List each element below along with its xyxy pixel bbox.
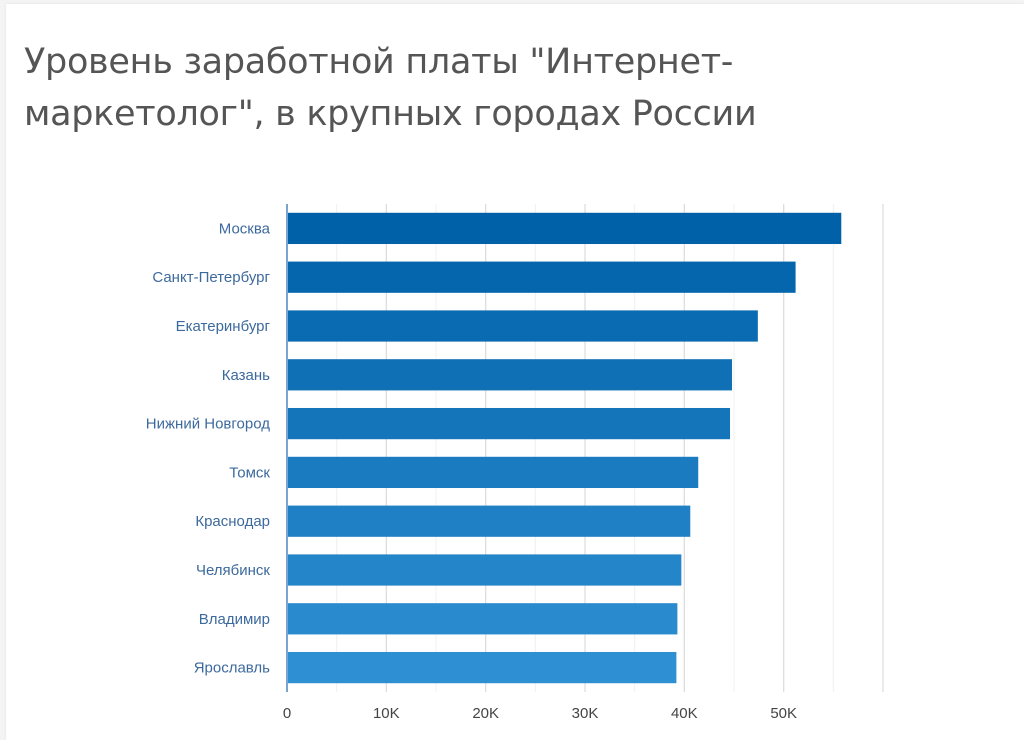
tick-labels: 0 10K 20K 30K 40K 50K <box>283 705 797 722</box>
x-tick-label: 20K <box>472 705 499 722</box>
bar <box>288 407 731 440</box>
x-tick-label: 0 <box>283 705 291 722</box>
category-label: Ярославль <box>194 660 270 677</box>
bar <box>288 261 796 293</box>
category-label: Москва <box>219 220 271 237</box>
x-tick-label: 10K <box>373 705 400 722</box>
bar <box>288 456 699 489</box>
bar <box>288 651 677 684</box>
category-label: Нижний Новгород <box>146 416 270 433</box>
x-tick-label: 40K <box>671 705 698 722</box>
bar <box>288 603 678 635</box>
category-label: Краснодар <box>195 513 270 530</box>
bars <box>288 212 842 684</box>
x-tick-label: 50K <box>770 705 797 722</box>
category-label: Казань <box>222 367 270 384</box>
category-label: Челябинск <box>196 562 270 579</box>
bar <box>288 505 691 537</box>
category-label: Томск <box>229 464 270 481</box>
bar <box>288 359 733 391</box>
category-label: Санкт-Петербург <box>152 269 270 286</box>
category-labels: Москва Санкт-Петербург Екатеринбург Казань Н… <box>146 220 271 676</box>
chart-title: Уровень заработной платы "Интернет-марке… <box>24 42 757 134</box>
bar <box>288 310 758 342</box>
category-label: Екатеринбург <box>176 318 271 335</box>
bar <box>288 554 682 586</box>
bar <box>288 212 842 245</box>
category-label: Владимир <box>199 611 270 628</box>
x-tick-label: 30K <box>572 705 599 722</box>
